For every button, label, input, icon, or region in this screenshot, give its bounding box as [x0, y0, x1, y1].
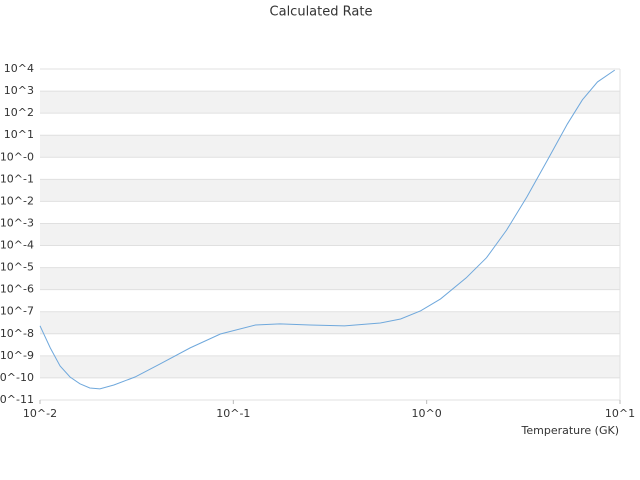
y-tick-label: 10^-1	[0, 172, 34, 185]
grid-band	[40, 311, 620, 334]
grid-band	[40, 223, 620, 246]
grid-band	[40, 355, 620, 378]
plot-background	[40, 91, 620, 378]
grid-band	[40, 91, 620, 114]
grid-band	[40, 179, 620, 202]
y-tick-label: 10^-0	[0, 150, 34, 163]
x-axis-label: Temperature (GK)	[521, 424, 620, 437]
y-tick-label: 10^-2	[0, 194, 34, 207]
y-tick-label: 10^2	[4, 106, 34, 119]
y-tick-label: 10^3	[4, 84, 34, 97]
grid-band	[40, 267, 620, 290]
y-tick-label: 10^1	[4, 128, 34, 141]
y-tick-label: 10^-9	[0, 349, 34, 362]
y-tick-label: 10^-7	[0, 305, 34, 318]
chart-title: Calculated Rate	[270, 5, 373, 20]
x-tick-label: 10^1	[605, 407, 635, 420]
y-tick-label: 10^-3	[0, 216, 34, 229]
grid-band	[40, 135, 620, 158]
x-tick-label: 10^-2	[23, 407, 57, 420]
x-tick-label: 10^0	[412, 407, 442, 420]
data-line	[39, 69, 616, 390]
y-tick-label: 10^-4	[0, 239, 34, 252]
x-tick-label: 10^-1	[216, 407, 250, 420]
y-tick-label: 10^-10	[0, 371, 34, 384]
y-tick-label: 10^4	[4, 62, 34, 75]
y-tick-label: 10^-6	[0, 283, 34, 296]
y-tick-label: 10^-11	[0, 393, 34, 406]
y-tick-label: 10^-5	[0, 261, 34, 274]
y-tick-label: 10^-8	[0, 327, 34, 340]
